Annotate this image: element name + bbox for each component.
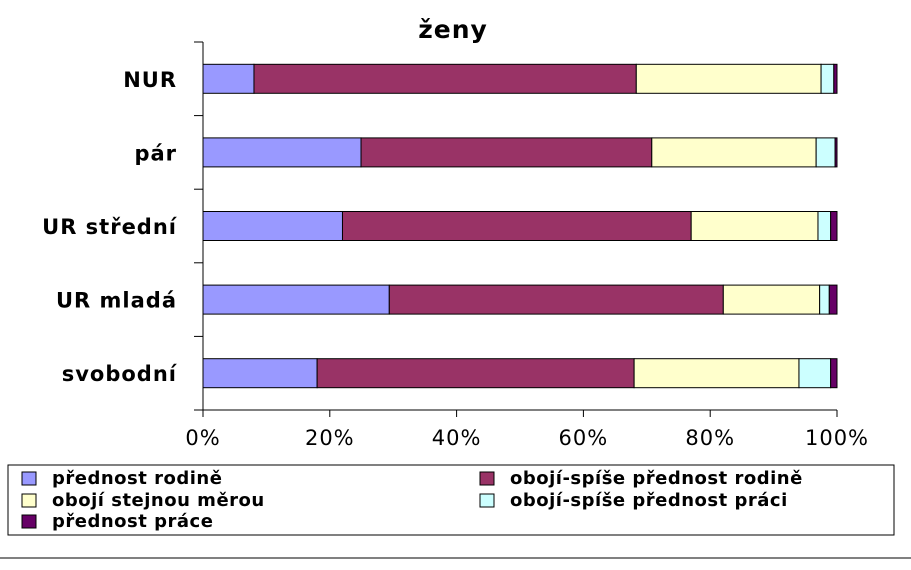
- bar-segment: [690, 211, 819, 241]
- bar-segment: [633, 358, 800, 389]
- bars: [202, 63, 838, 389]
- legend-item: přednost práce: [21, 511, 213, 532]
- category-label: NUR: [123, 68, 177, 92]
- legend-swatch: [21, 514, 37, 529]
- bar-segment: [202, 211, 343, 241]
- legend-label: obojí-spíše přednost rodině: [510, 468, 803, 489]
- bar-segment: [817, 211, 832, 241]
- legend-item: přednost rodině: [21, 468, 222, 489]
- category-labels: NUR pár UR střední UR mladá svobodní: [42, 68, 178, 386]
- legend-box: [7, 464, 895, 536]
- bar-segment: [834, 137, 838, 168]
- bar-segment: [830, 211, 838, 241]
- x-tick-labels: 0% 20% 40% 60% 80% 100%: [185, 426, 869, 450]
- legend-item: obojí stejnou měrou: [21, 490, 265, 511]
- category-label: UR mladá: [56, 289, 177, 313]
- bar-segment: [202, 63, 255, 94]
- chart-title: ženy: [418, 15, 488, 44]
- x-tick-label: 20%: [305, 426, 355, 450]
- x-tick-label: 40%: [432, 426, 482, 450]
- bar-segment: [651, 137, 817, 168]
- legend-swatch: [21, 471, 37, 486]
- bar-segment: [341, 211, 692, 241]
- bar-segment: [202, 284, 390, 315]
- bar-segment: [635, 63, 822, 94]
- legend-swatch: [479, 471, 495, 486]
- legend-label: obojí stejnou měrou: [52, 490, 265, 511]
- bar-segment: [202, 358, 318, 389]
- legend-label: přednost rodině: [52, 468, 222, 489]
- category-label: UR střední: [42, 215, 178, 239]
- bar-segment: [253, 63, 637, 94]
- bar-segment: [360, 137, 653, 168]
- x-tick-label: 0%: [185, 426, 220, 450]
- bar-segment: [798, 358, 832, 389]
- legend-label: obojí-spíše přednost práci: [510, 490, 788, 511]
- category-label: pár: [134, 141, 177, 165]
- bar-segment: [830, 358, 838, 389]
- legend-item: obojí-spíše přednost rodině: [479, 468, 803, 489]
- x-tick-label: 60%: [559, 426, 609, 450]
- legend-label: přednost práce: [52, 511, 213, 532]
- x-tick-label: 100%: [805, 426, 869, 450]
- legend-swatch: [479, 493, 495, 508]
- bar-segment: [388, 284, 724, 315]
- bar-segment: [828, 284, 838, 315]
- bar-segment: [722, 284, 821, 315]
- bar-segment: [833, 63, 838, 94]
- legend-item: obojí-spíše přednost práci: [479, 490, 788, 511]
- bar-segment: [202, 137, 362, 168]
- legend-swatch: [21, 493, 37, 508]
- bar-segment: [815, 137, 836, 168]
- x-tick-label: 80%: [685, 426, 735, 450]
- bar-segment: [316, 358, 635, 389]
- legend: přednost rodině obojí-spíše přednost rodi…: [7, 464, 895, 536]
- bar-segment: [820, 63, 835, 94]
- category-label: svobodní: [62, 362, 178, 386]
- bar-segment: [819, 284, 830, 315]
